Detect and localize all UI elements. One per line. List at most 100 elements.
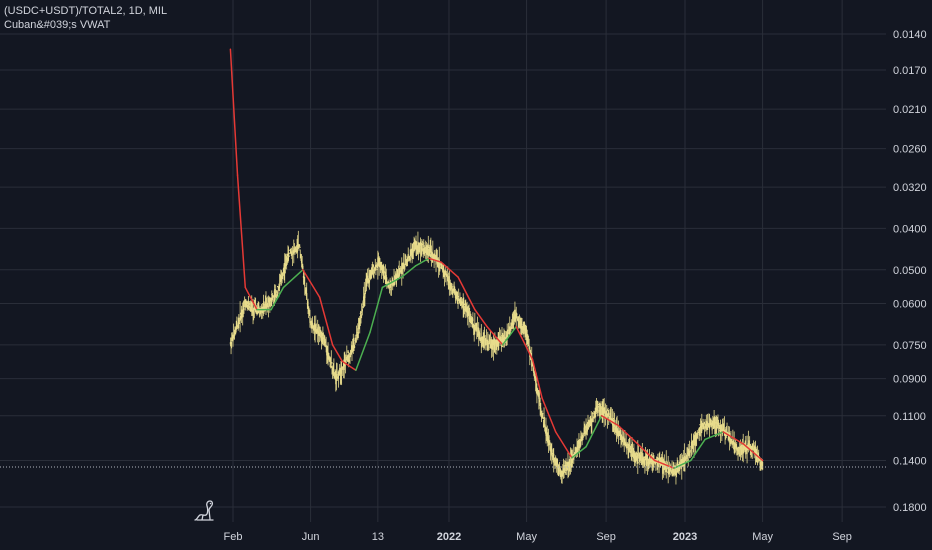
candle-body (428, 248, 431, 256)
candle-body (525, 328, 527, 336)
candle-body (465, 307, 468, 312)
candle-body (404, 262, 406, 264)
candle-body (633, 452, 635, 459)
candle-body (614, 425, 616, 428)
candle-body (398, 275, 400, 277)
candle-body (597, 403, 599, 405)
candle-body (635, 455, 638, 461)
candle-body (708, 424, 710, 428)
candle-body (294, 253, 296, 255)
candle-body (324, 340, 326, 342)
vwat-segment (704, 431, 724, 441)
candle-body (455, 291, 457, 296)
candle-body (317, 327, 319, 334)
candle-body (453, 285, 455, 288)
vwat-segment (401, 265, 417, 278)
candle-body (482, 341, 484, 344)
candle-body (536, 388, 539, 393)
candle-body (675, 467, 678, 470)
candle-body (751, 445, 753, 450)
x-tick-label: 2022 (437, 531, 461, 543)
candle-body (420, 246, 422, 249)
candle-body (251, 307, 253, 313)
candle-body (386, 281, 388, 285)
candle-body (415, 241, 417, 245)
candle-body (366, 275, 369, 283)
candle-body (496, 337, 499, 347)
candle-body (747, 443, 749, 450)
candle-body (408, 259, 410, 262)
candle-body (574, 452, 576, 455)
candle-body (738, 446, 740, 452)
candle-body (390, 283, 393, 285)
candle-body (306, 303, 308, 305)
candle-body (430, 251, 433, 253)
candle-body (390, 288, 392, 291)
candle-body (514, 315, 517, 321)
candle-body (364, 293, 366, 299)
candle-body (416, 245, 418, 248)
candle-body (593, 412, 595, 415)
candle-body (601, 407, 603, 416)
candle-body (639, 454, 641, 461)
candle-body (302, 265, 304, 271)
vwat-segment (244, 286, 258, 311)
y-tick-label: 0.0320 (893, 182, 927, 194)
candle-body (576, 447, 578, 453)
candle-body (472, 323, 475, 328)
candle-body (394, 276, 396, 278)
candle-body (360, 311, 362, 313)
candle-body (255, 306, 257, 314)
candle-body (236, 326, 239, 328)
symbol-label[interactable]: (USDC+USDT)/TOTAL2, 1D, MIL (4, 5, 168, 17)
candle-body (476, 327, 478, 329)
candle-body (556, 459, 558, 465)
candle-body (646, 458, 648, 464)
candle-body (299, 244, 301, 246)
candle-body (363, 297, 365, 301)
candle-body (323, 339, 325, 342)
candle-body (233, 335, 235, 337)
candle-body (630, 448, 632, 453)
candle-body (475, 324, 477, 330)
candle-body (674, 470, 676, 475)
candle-body (357, 328, 359, 338)
tradingview-logo-icon[interactable] (193, 500, 217, 522)
candle-body (697, 433, 699, 435)
vwat-segment (585, 415, 603, 448)
candle-body (701, 422, 704, 427)
candle-body (680, 460, 682, 462)
candle-body (607, 413, 609, 417)
candle-body (566, 462, 568, 471)
candle-body (407, 254, 409, 261)
candle-body (384, 275, 386, 280)
candle-body (643, 456, 645, 458)
candle-body (647, 462, 649, 465)
candle-body (694, 435, 696, 445)
candle-body (505, 330, 507, 343)
vwat-segment (428, 257, 442, 263)
candle-body (387, 283, 389, 288)
candle-body (562, 468, 565, 475)
candle-body (349, 355, 351, 358)
candle-body (487, 342, 490, 345)
candle-body (416, 245, 418, 250)
candle-body (423, 247, 426, 255)
candle-body (385, 271, 387, 285)
candle-body (377, 257, 379, 267)
candle-body (761, 461, 764, 470)
candle-body (244, 301, 246, 303)
candle-body (362, 302, 364, 306)
candle-body (515, 312, 517, 319)
candle-body (474, 324, 477, 326)
candle-body (417, 241, 419, 252)
candle-body (330, 359, 332, 363)
candle-body (354, 339, 356, 341)
candle-body (249, 307, 252, 312)
x-tick-label: Jun (302, 531, 320, 543)
candle-body (385, 274, 387, 284)
indicator-label[interactable]: Cuban&#039;s VWAT (4, 19, 111, 31)
candle-body (333, 375, 336, 378)
candle-body (707, 426, 709, 431)
